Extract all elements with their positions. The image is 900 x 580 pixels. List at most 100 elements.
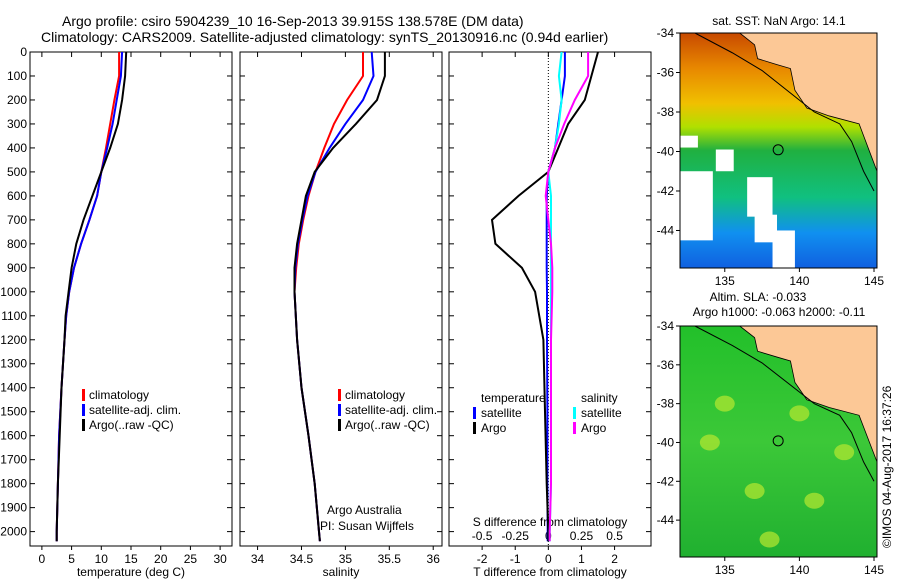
series-line-s-argo [544, 52, 590, 542]
x-tick-label: 34 [251, 552, 265, 566]
sla-anomaly [789, 405, 810, 422]
sla-anomaly [744, 483, 765, 499]
x-tick-label: 0 [545, 552, 552, 566]
legend-label: Argo(..raw -QC) [89, 418, 174, 432]
missing-data [680, 135, 698, 148]
map-title: Altim. SLA: -0.033 [710, 290, 807, 304]
sla-map: -34 -36 -38 -40 -42 -44 135 140 145 Altim. SLA: -… [657, 290, 885, 577]
axes-box [239, 51, 443, 547]
x-axis-label: T difference from climatology [473, 565, 627, 579]
x-tick-label: 5 [68, 552, 75, 566]
series-line-climatology [55, 52, 121, 542]
legend-heading: temperature [481, 391, 546, 405]
legend-swatch [82, 404, 85, 416]
x-axis-label: salinity [323, 565, 360, 579]
lat-tick-label: -38 [657, 105, 675, 119]
bathymetry-contour [694, 325, 875, 482]
credit-text: ©IMOS 04-Aug-2017 16:37:26 [880, 385, 894, 548]
x-tick-label: 15 [124, 552, 138, 566]
axes-box [448, 51, 652, 547]
x-axis-label: temperature (deg C) [77, 565, 185, 579]
y-tick-label: 600 [7, 189, 27, 203]
y-tick-label: 100 [7, 69, 27, 83]
x-tick-label: 2 [611, 552, 618, 566]
legend-swatch [473, 407, 476, 419]
y-tick-label: 1800 [0, 477, 27, 491]
missing-data [754, 214, 778, 243]
lat-tick-label: -36 [657, 65, 675, 79]
legend-swatch [573, 407, 576, 419]
salinity-profile: 34 34.5 35 35.5 36 salinity climatologysatelli… [239, 51, 443, 579]
legend-label: satellite-adj. clim. [345, 403, 437, 417]
legend-swatch [82, 389, 85, 401]
sla-anomaly [759, 531, 780, 548]
x-tick-label: 10 [95, 552, 109, 566]
legend-swatch [338, 389, 341, 401]
legend-swatch [82, 419, 85, 431]
series-line-argo-raw-qc- [55, 51, 128, 542]
y-tick-label: 700 [7, 213, 27, 227]
x-tick-label: -2 [477, 552, 488, 566]
legend-label: climatology [89, 388, 149, 402]
temperature-profile: 0100200300400500600700800900100011001200… [0, 45, 233, 579]
y-tick-label: 1000 [0, 285, 27, 299]
x-tick-label: -1 [510, 552, 521, 566]
title-line-1: Argo profile: csiro 5904239_10 16-Sep-20… [62, 13, 524, 29]
profile-location-marker [772, 144, 784, 156]
sst-map: -34 -36 -38 -40 -42 -44 135 140 145 sat. SST: NaN… [657, 14, 885, 288]
s-tick-label: -0.25 [502, 529, 530, 543]
legend-swatch [338, 419, 341, 431]
y-tick-label: 900 [7, 261, 27, 275]
y-tick-label: 1300 [0, 357, 27, 371]
map-subtitle: Argo h1000: -0.063 h2000: -0.11 [693, 305, 866, 319]
series-line-climatology [293, 52, 364, 542]
lat-tick-label: -42 [657, 474, 675, 488]
legend-label: Argo [581, 421, 607, 435]
y-tick-label: 0 [20, 45, 27, 59]
lon-tick-label: 140 [789, 563, 809, 577]
lat-tick-label: -36 [657, 358, 675, 372]
missing-data [680, 171, 713, 241]
lat-tick-label: -40 [657, 435, 675, 449]
difference-profile: -2 -1 0 1 2T difference from climatology -0.5… [448, 51, 652, 579]
lat-tick-label: -44 [657, 513, 675, 527]
x-tick-label: 35.5 [378, 552, 402, 566]
sla-anomaly [804, 492, 825, 509]
missing-data [772, 230, 795, 268]
x-tick-label: 34.5 [290, 552, 314, 566]
x-tick-label: 36 [427, 552, 441, 566]
y-tick-label: 300 [7, 117, 27, 131]
s-tick-label: 0.5 [606, 529, 623, 543]
legend-swatch [338, 404, 341, 416]
lat-tick-label: -40 [657, 144, 675, 158]
y-tick-label: 1400 [0, 381, 27, 395]
y-tick-label: 2000 [0, 525, 27, 539]
y-tick-label: 1900 [0, 501, 27, 515]
legend-heading: salinity [581, 391, 618, 405]
map-frame [679, 32, 878, 269]
lon-tick-label: 145 [864, 563, 884, 577]
lat-tick-label: -34 [657, 319, 675, 333]
lat-tick-label: -34 [657, 26, 675, 40]
lon-tick-label: 140 [789, 274, 809, 288]
y-tick-label: 1500 [0, 405, 27, 419]
y-tick-label: 1600 [0, 429, 27, 443]
profile-location-marker [772, 435, 784, 447]
legend-label: satellite-adj. clim. [89, 403, 181, 417]
x-tick-label: 30 [213, 552, 227, 566]
legend-label: satellite [581, 406, 622, 420]
map-title: sat. SST: NaN Argo: 14.1 [712, 14, 846, 28]
lat-tick-label: -42 [657, 184, 675, 198]
legend-swatch [473, 422, 476, 434]
sla-anomaly [699, 434, 720, 451]
y-tick-label: 400 [7, 141, 27, 155]
map-frame [679, 325, 878, 558]
title-line-2: Climatology: CARS2009. Satellite-adjuste… [41, 29, 609, 45]
legend-label: Argo [481, 421, 507, 435]
y-tick-label: 1100 [1, 309, 27, 323]
y-tick-label: 800 [7, 237, 27, 251]
x-tick-label: 35 [339, 552, 353, 566]
x-tick-label: 25 [184, 552, 198, 566]
legend-label: Argo(..raw -QC) [345, 418, 430, 432]
